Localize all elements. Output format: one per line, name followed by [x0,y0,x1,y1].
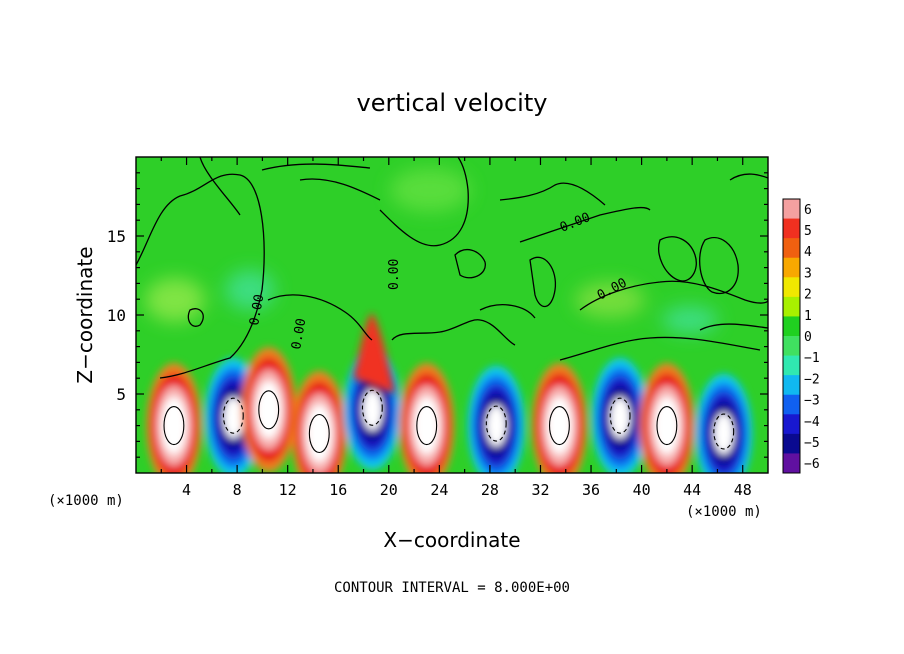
cell-contour [609,397,631,434]
y-tick-label: 5 [116,385,126,404]
colorbar-swatch [783,296,800,317]
colorbar [782,198,801,474]
colorbar-tick-label: 2 [804,288,812,303]
colorbar-swatch [783,336,800,357]
y-tick-labels: 5 10 15 [107,227,126,404]
cell-contour [656,406,678,446]
updraft-cell [306,404,333,463]
x-tick-label: 40 [633,481,651,499]
x-unit-right: (×1000 m) [686,504,762,520]
cell-contour [308,413,330,454]
cell-contour [416,406,438,446]
updraft-cell [654,396,680,455]
updraft-cell [255,380,282,439]
frame-ticks [136,157,768,473]
velocity-cells [146,313,753,473]
colorbar-tick-label: 5 [804,224,812,239]
colorbar-swatch [783,257,800,278]
x-tick-label: 12 [279,481,297,499]
downdraft-cell [610,397,631,439]
colorbar-swatch [783,394,800,415]
colorbar-tick-label: 6 [804,203,812,218]
cell-contour [163,406,185,446]
colorbar-tick-labels: 6 5 4 3 2 1 0 −1 −2 −3 −4 −5 −6 [804,203,820,472]
colorbar-frame [782,198,801,474]
contour-label: 0.00 [387,259,402,290]
x-tick-label: 8 [233,481,242,499]
updraft-plume [353,313,396,394]
updraft-cell [161,396,187,455]
colorbar-swatch [783,316,800,337]
zero-contours [136,157,768,379]
x-axis-label: X−coordinate [383,528,520,552]
updraft-cell [413,396,440,455]
colorbar-tick-label: −4 [804,415,820,430]
cell-contour [485,405,507,442]
y-tick-label: 10 [107,306,126,325]
contour-label: 0.00 [289,317,309,350]
x-tick-label: 32 [531,481,549,499]
colorbar-swatch [783,238,800,259]
x-tick-label: 20 [380,481,398,499]
cell-contour [222,397,244,434]
x-tick-label: 36 [582,481,600,499]
heatmap-plot-area: 0.00 0.00 0.00 0.00 0.00 [136,157,768,473]
colorbar-tick-label: −5 [804,436,820,451]
x-unit-left: (×1000 m) [48,493,124,509]
cell-contour [361,389,383,426]
colorbar-swatch [783,414,800,435]
colorbar-tick-label: −6 [804,457,820,472]
x-tick-label: 16 [329,481,347,499]
updraft-cell [546,396,573,455]
colorbar-tick-label: 3 [804,266,812,281]
colorbar-tick-label: −2 [804,372,820,387]
downdraft-cell [223,397,244,439]
colorbar-swatch [783,453,800,474]
cell-contour [258,390,280,430]
cell-contour [713,413,735,450]
cell-contour [548,406,570,446]
colorbar-tick-label: −3 [804,394,820,409]
colorbar-swatch [783,218,800,239]
x-tick-label: 44 [683,481,701,499]
cell-contours [163,389,735,454]
colorbar-swatch [783,375,800,396]
colorbar-swatch [783,355,800,376]
x-tick-label: 24 [430,481,448,499]
colorbar-swatch [783,277,800,298]
colorbar-tick-label: 0 [804,330,812,345]
colorbar-swatch [783,199,800,220]
colorbar-tick-label: −1 [804,351,820,366]
contour-label: 0.00 [247,293,267,326]
y-axis-label: Z−coordinate [73,246,97,383]
colorbar-tick-label: 1 [804,309,812,324]
x-tick-label: 28 [481,481,499,499]
y-tick-label: 15 [107,227,126,246]
x-tick-labels: 4 8 12 16 20 24 28 32 36 40 44 48 [182,481,752,499]
footer-contour-interval: CONTOUR INTERVAL = 8.000E+00 [334,580,570,596]
colorbar-tick-label: 4 [804,245,812,260]
colorbar-swatch [783,433,800,454]
downdraft-cell [486,404,507,447]
x-tick-label: 4 [182,481,191,499]
chart-title: vertical velocity [357,89,548,117]
x-tick-label: 48 [734,481,752,499]
downdraft-cell [362,389,383,431]
downdraft-cell [713,412,734,455]
